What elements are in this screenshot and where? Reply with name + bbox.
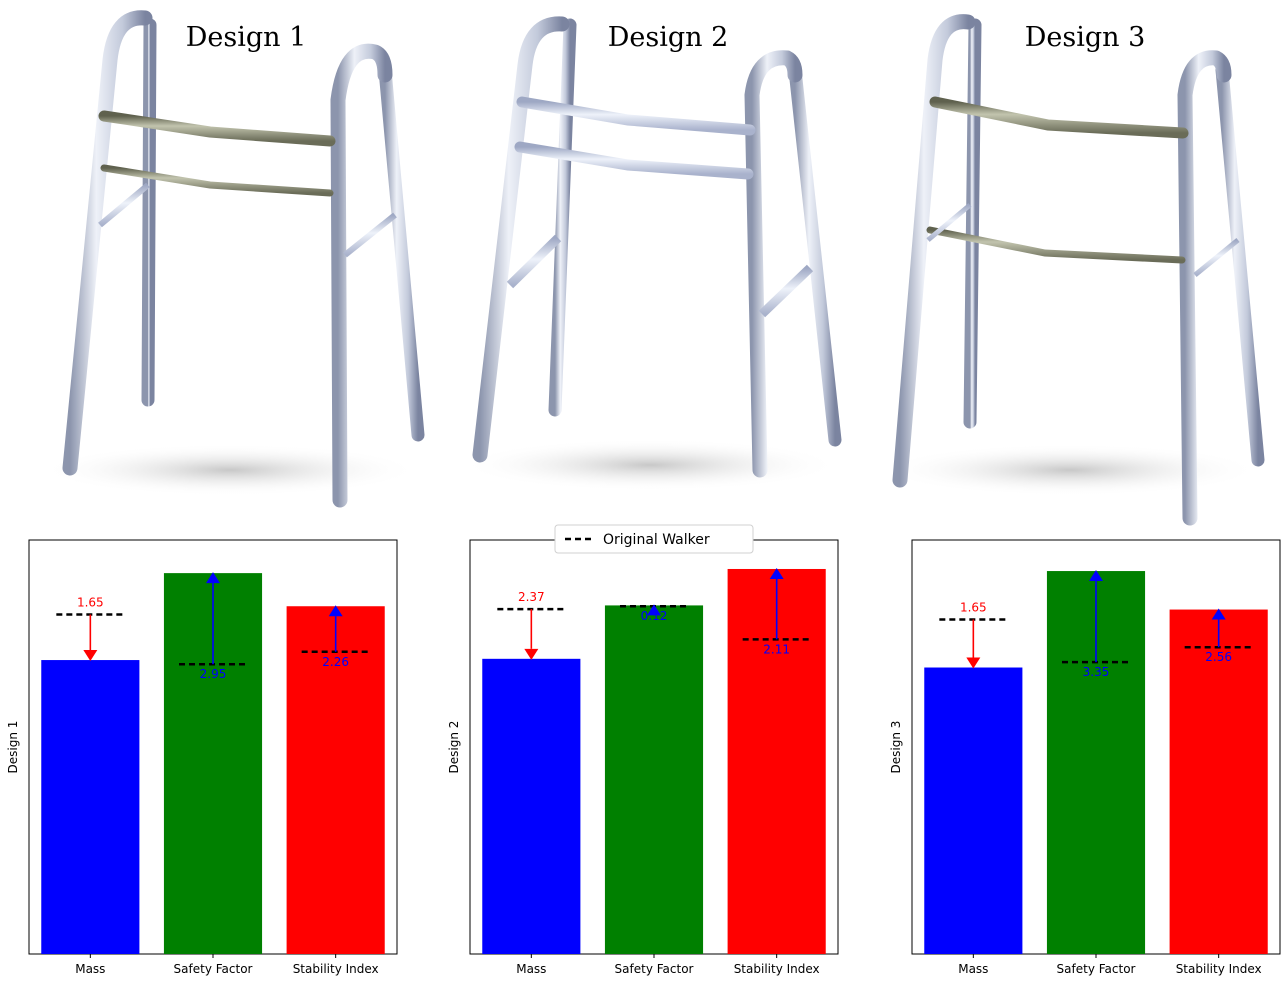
walker-right-side-brace: [1193, 238, 1240, 277]
walker-front-right-leg: [330, 43, 393, 508]
change-arrowhead-mass: [524, 648, 539, 660]
x-tick-label-stability-index: Stability Index: [293, 962, 379, 976]
y-axis-label: Design 3: [889, 721, 903, 774]
x-tick-label-stability-index: Stability Index: [1176, 962, 1262, 976]
walker-lower-crossbar: [926, 226, 1186, 264]
design-1-title: Design 1: [186, 22, 307, 53]
design-2-title: Design 2: [608, 22, 729, 53]
annotation-stability-index: 2.26: [322, 655, 349, 669]
walker-upper-crossbar: [516, 96, 756, 136]
legend: Original Walker: [554, 524, 754, 554]
chart-design-2: Design 2 Mass 2.37 Safety Factor 0.12 Stabili…: [447, 524, 839, 976]
change-arrowhead-mass: [83, 650, 98, 662]
change-arrowhead-stability-index: [769, 567, 784, 579]
x-tick-label-mass: Mass: [75, 962, 105, 976]
change-arrowhead-mass: [966, 657, 981, 669]
walker-renderings: Design 1 Design 2 Design 3: [40, 10, 1265, 526]
walker-left-side-brace: [506, 234, 562, 289]
walker-front-right-leg: [1177, 50, 1232, 526]
annotation-mass: 1.65: [77, 596, 104, 610]
walker-design-2: [460, 16, 842, 491]
annotation-stability-index: 2.11: [763, 642, 790, 656]
bar-safety-factor: [604, 605, 704, 954]
walker-left-side-brace: [926, 203, 972, 242]
walker-right-side-brace: [343, 212, 397, 258]
bar-stability-index: [1169, 609, 1268, 954]
chart-design-3: Design 3 Mass 1.65 Safety Factor 3.35 Stabili…: [889, 539, 1281, 976]
walker-design-3: [880, 14, 1265, 526]
walker-back-left-leg: [141, 18, 157, 407]
chart-design-1: Design 1 Mass 1.65 Safety Factor 2.95 Stabili…: [6, 539, 398, 976]
change-arrowhead-safety-factor: [206, 572, 220, 584]
change-arrowhead-safety-factor: [1089, 570, 1103, 582]
x-tick-label-mass: Mass: [516, 962, 546, 976]
walker-back-left-leg: [963, 18, 982, 429]
bar-mass: [924, 667, 1023, 954]
x-tick-label-safety-factor: Safety Factor: [1057, 962, 1136, 976]
walker-right-side-brace: [758, 264, 814, 318]
annotation-safety-factor: 2.95: [200, 667, 227, 681]
walker-shadow: [40, 444, 420, 496]
annotation-safety-factor: 3.35: [1083, 665, 1110, 679]
walker-design-1: [40, 10, 425, 508]
walker-back-left-leg: [548, 18, 577, 417]
x-tick-label-safety-factor: Safety Factor: [174, 962, 253, 976]
walker-front-left-leg: [472, 16, 570, 463]
walker-back-right-leg: [378, 63, 425, 442]
legend-label: Original Walker: [603, 532, 710, 548]
walker-front-left-leg: [62, 10, 153, 476]
bar-mass: [482, 658, 581, 954]
x-tick-label-mass: Mass: [958, 962, 988, 976]
walker-lower-crossbar: [514, 141, 754, 180]
annotation-mass: 2.37: [518, 590, 545, 604]
y-axis-label: Design 1: [6, 721, 20, 774]
walker-back-right-leg: [788, 63, 842, 447]
bar-mass: [41, 660, 140, 954]
walker-front-left-leg: [892, 14, 976, 488]
change-arrowhead-safety-factor: [647, 604, 661, 616]
y-axis-label: Design 2: [447, 721, 461, 774]
annotation-mass: 1.65: [960, 600, 987, 614]
annotation-stability-index: 2.56: [1205, 650, 1232, 664]
walker-upper-crossbar: [929, 96, 1189, 139]
x-tick-label-safety-factor: Safety Factor: [615, 962, 694, 976]
design-3-title: Design 3: [1025, 22, 1146, 53]
walker-left-side-brace: [98, 182, 150, 228]
walker-shadow: [460, 439, 840, 491]
bar-stability-index: [286, 606, 385, 954]
walker-upper-crossbar: [98, 110, 336, 147]
legend-box: [554, 524, 754, 554]
walker-shadow: [880, 444, 1260, 496]
walker-back-right-leg: [1215, 63, 1265, 467]
annotation-safety-factor: 0.12: [641, 609, 668, 623]
x-tick-label-stability-index: Stability Index: [734, 962, 820, 976]
change-arrowhead-stability-index: [1211, 608, 1226, 620]
walker-front-right-leg: [744, 50, 803, 478]
change-arrowhead-stability-index: [328, 605, 343, 617]
walker-lower-crossbar: [100, 164, 334, 197]
